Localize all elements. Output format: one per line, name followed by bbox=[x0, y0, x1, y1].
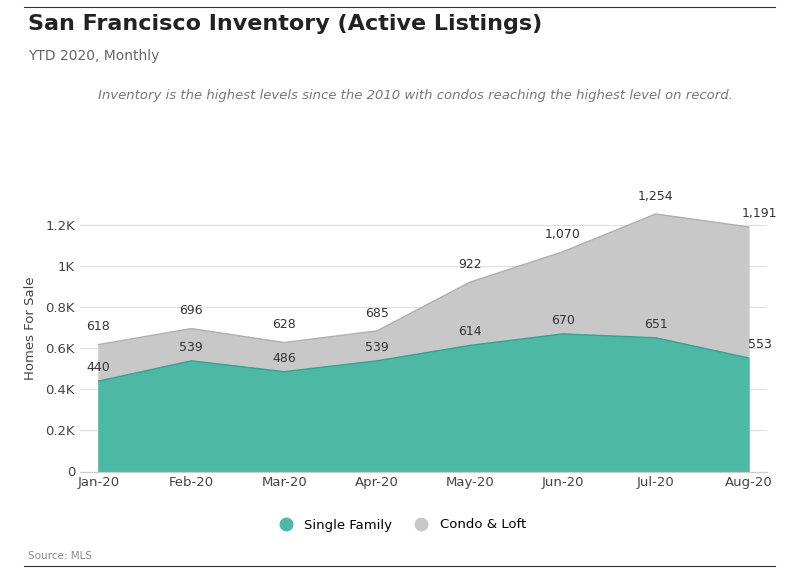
Text: 486: 486 bbox=[272, 352, 296, 365]
Text: Inventory is the highest levels since the 2010 with condos reaching the highest : Inventory is the highest levels since th… bbox=[98, 89, 733, 102]
Text: 539: 539 bbox=[365, 341, 389, 354]
Text: 1,191: 1,191 bbox=[741, 207, 777, 220]
Text: 618: 618 bbox=[86, 320, 110, 334]
Text: 440: 440 bbox=[86, 361, 110, 374]
Text: Source: MLS: Source: MLS bbox=[28, 551, 92, 561]
Text: 670: 670 bbox=[551, 314, 574, 327]
Text: 553: 553 bbox=[748, 338, 772, 351]
Text: 614: 614 bbox=[458, 325, 482, 339]
Legend: Single Family, Condo & Loft: Single Family, Condo & Loft bbox=[268, 513, 531, 537]
Text: 1,070: 1,070 bbox=[545, 228, 581, 241]
Text: 1,254: 1,254 bbox=[638, 190, 674, 203]
Text: 696: 696 bbox=[180, 304, 203, 317]
Y-axis label: Homes For Sale: Homes For Sale bbox=[24, 276, 37, 380]
Text: 922: 922 bbox=[458, 258, 482, 271]
Text: 685: 685 bbox=[365, 306, 389, 320]
Text: YTD 2020, Monthly: YTD 2020, Monthly bbox=[28, 49, 159, 63]
Text: 628: 628 bbox=[272, 319, 296, 331]
Text: 539: 539 bbox=[180, 341, 203, 354]
Text: 651: 651 bbox=[644, 318, 667, 331]
Text: San Francisco Inventory (Active Listings): San Francisco Inventory (Active Listings… bbox=[28, 14, 543, 34]
